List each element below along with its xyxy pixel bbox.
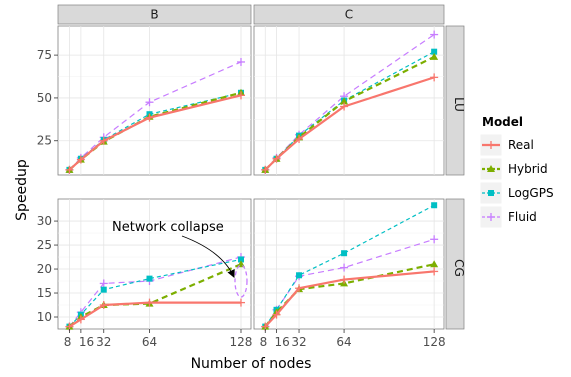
legend: Model Real Hybrid LogGPS Fluid [479,115,554,229]
data-point-loggps [237,256,244,263]
data-point-loggps [296,272,303,279]
panel-LU-B [57,25,252,176]
data-point-loggps [431,202,438,209]
annotation-arrow [181,235,235,278]
facet-label-CG: CG [452,259,466,277]
data-point-loggps [100,286,107,293]
data-point-hybrid [340,97,349,105]
y-tick-label: 25 [37,134,52,148]
legend-item-real: Real [479,133,534,157]
panel-background-CG-C [253,198,445,330]
legend-label: Real [508,138,534,152]
data-point-loggps [431,48,438,55]
legend-item-hybrid: Hybrid [479,157,548,181]
x-tick-label: 16 [275,335,290,349]
x-tick-label: 64 [142,335,157,349]
panel-LU-C [253,25,445,176]
annotation: Network collapse [112,220,248,298]
x-axis-title: Number of nodes [191,356,312,372]
y-tick-label: 20 [37,262,52,276]
y-tick-label: 25 [37,238,52,252]
x-tick-label: 64 [336,335,351,349]
legend-item-loggps: LogGPS [479,181,554,205]
panel-CG-C [253,198,445,331]
legend-label: LogGPS [508,186,554,200]
legend-label: Hybrid [508,162,548,176]
x-tick-label: 128 [423,335,446,349]
y-tick-label: 30 [37,214,52,228]
facet-strip-CG [445,198,465,330]
legend-item-fluid: Fluid [479,205,537,229]
x-tick-label: 16 [79,335,94,349]
data-point-loggps [146,275,153,282]
legend-label: Fluid [508,210,537,224]
data-point-hybrid [430,52,439,60]
facet-label-C: C [345,8,353,22]
facet-label-B: B [150,8,158,22]
y-axis-title: Speedup [14,159,30,221]
annotation-ellipse [234,264,248,298]
facet-strip-B [57,4,252,25]
y-tick-label: 10 [37,310,52,324]
legend-key-marker [488,190,494,196]
y-tick-label: 75 [37,48,52,62]
x-tick-label: 128 [230,335,253,349]
annotation-text: Network collapse [112,220,224,235]
legend-title: Model [482,115,523,129]
facet-strip-C [253,4,445,25]
legend-key-marker [487,165,495,172]
x-tick-label: 32 [96,335,111,349]
y-tick-label: 15 [37,286,52,300]
facet-label-LU: LU [452,97,466,112]
x-tick-label: 8 [260,335,268,349]
y-tick-label: 50 [37,91,52,105]
x-tick-label: 8 [64,335,72,349]
x-tick-label: 32 [291,335,306,349]
panel-CG-B [57,198,252,331]
data-point-hybrid [430,260,439,268]
data-point-loggps [341,250,348,257]
facet-strip-LU [445,25,465,176]
